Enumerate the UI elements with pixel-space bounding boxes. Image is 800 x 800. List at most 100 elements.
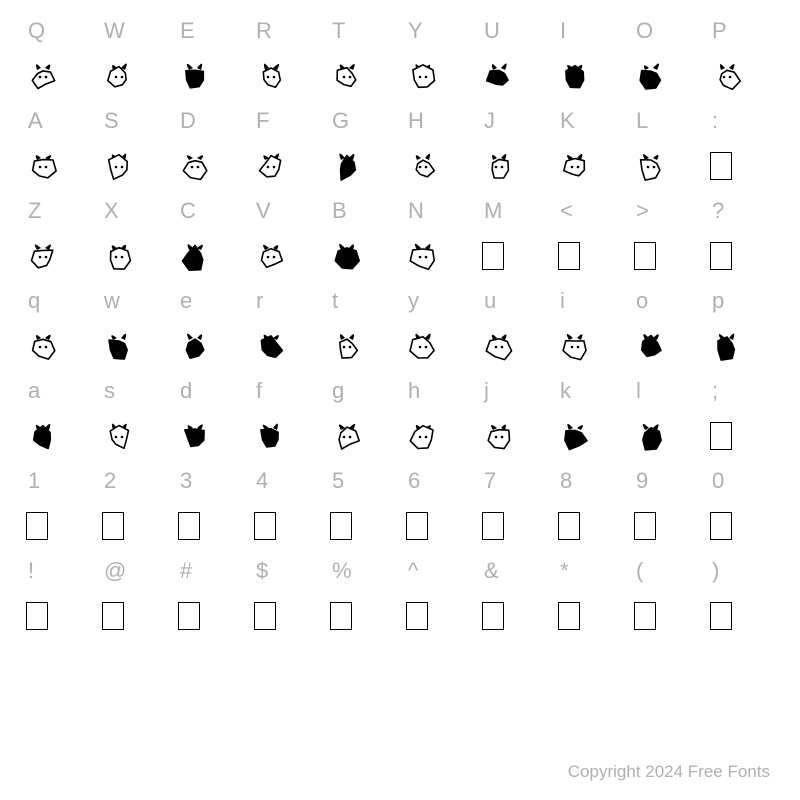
char-label-cell: W — [96, 8, 172, 53]
glyph-cell[interactable] — [552, 323, 628, 368]
glyph-cell[interactable] — [400, 593, 476, 638]
glyph-cell[interactable] — [400, 143, 476, 188]
glyph-cell[interactable] — [248, 143, 324, 188]
char-label-cell: 9 — [628, 458, 704, 503]
glyph-cell[interactable] — [400, 413, 476, 458]
char-label: > — [636, 198, 649, 224]
char-label: * — [560, 558, 569, 584]
glyph-cell[interactable] — [96, 413, 172, 458]
glyph-cell[interactable] — [552, 233, 628, 278]
glyph-cell[interactable] — [96, 143, 172, 188]
char-label: # — [180, 558, 192, 584]
glyph-cell[interactable] — [20, 233, 96, 278]
glyph-cell[interactable] — [324, 53, 400, 98]
glyph-cell[interactable] — [20, 143, 96, 188]
char-label: $ — [256, 558, 268, 584]
glyph-cell[interactable] — [476, 503, 552, 548]
glyph-cell[interactable] — [20, 593, 96, 638]
char-label-cell: @ — [96, 548, 172, 593]
char-label: k — [560, 378, 571, 404]
glyph-cell[interactable] — [248, 413, 324, 458]
glyph-cell[interactable] — [704, 53, 780, 98]
glyph-cell[interactable] — [628, 143, 704, 188]
glyph-cell[interactable] — [248, 233, 324, 278]
cartoon-head-bow-icon — [102, 59, 136, 93]
glyph-cell[interactable] — [324, 143, 400, 188]
glyph-cell[interactable] — [552, 143, 628, 188]
char-label: F — [256, 108, 269, 134]
cartoon-head-clown-icon — [178, 239, 212, 273]
char-label-cell: a — [20, 368, 96, 413]
glyph-cell[interactable] — [704, 323, 780, 368]
char-label-cell: Z — [20, 188, 96, 233]
glyph-cell[interactable] — [704, 593, 780, 638]
glyph-cell[interactable] — [552, 53, 628, 98]
glyph-cell[interactable] — [324, 503, 400, 548]
glyph-cell[interactable] — [172, 593, 248, 638]
glyph-cell[interactable] — [400, 233, 476, 278]
glyph-cell[interactable] — [628, 503, 704, 548]
char-label: C — [180, 198, 196, 224]
glyph-cell[interactable] — [96, 53, 172, 98]
glyph-cell[interactable] — [248, 503, 324, 548]
glyph-cell[interactable] — [248, 593, 324, 638]
cartoon-dog-long-icon — [710, 329, 744, 363]
glyph-cell[interactable] — [628, 323, 704, 368]
char-label: 1 — [28, 468, 40, 494]
glyph-cell[interactable] — [172, 323, 248, 368]
glyph-cell[interactable] — [476, 143, 552, 188]
glyph-cell[interactable] — [96, 503, 172, 548]
glyph-cell[interactable] — [248, 53, 324, 98]
glyph-cell[interactable] — [172, 53, 248, 98]
char-label: 7 — [484, 468, 496, 494]
glyph-cell[interactable] — [704, 233, 780, 278]
missing-glyph-box-icon — [634, 602, 656, 630]
glyph-cell[interactable] — [172, 413, 248, 458]
glyph-cell[interactable] — [248, 323, 324, 368]
char-label-cell: 1 — [20, 458, 96, 503]
glyph-cell[interactable] — [628, 593, 704, 638]
char-label-cell: T — [324, 8, 400, 53]
glyph-cell[interactable] — [704, 503, 780, 548]
glyph-cell[interactable] — [96, 233, 172, 278]
glyph-cell[interactable] — [400, 503, 476, 548]
glyph-cell[interactable] — [400, 53, 476, 98]
missing-glyph-box-icon — [330, 602, 352, 630]
char-label: w — [104, 288, 120, 314]
cartoon-head-fred-icon — [254, 149, 288, 183]
glyph-cell[interactable] — [324, 593, 400, 638]
glyph-cell[interactable] — [20, 503, 96, 548]
glyph-cell[interactable] — [476, 233, 552, 278]
glyph-cell[interactable] — [172, 503, 248, 548]
glyph-cell[interactable] — [476, 53, 552, 98]
char-label-cell: ^ — [400, 548, 476, 593]
glyph-cell[interactable] — [552, 413, 628, 458]
char-label: X — [104, 198, 119, 224]
char-label: 0 — [712, 468, 724, 494]
glyph-cell[interactable] — [628, 53, 704, 98]
glyph-cell[interactable] — [704, 413, 780, 458]
glyph-cell[interactable] — [476, 413, 552, 458]
char-label: f — [256, 378, 262, 404]
glyph-cell[interactable] — [628, 413, 704, 458]
glyph-cell[interactable] — [20, 323, 96, 368]
glyph-cell[interactable] — [20, 413, 96, 458]
glyph-cell[interactable] — [172, 143, 248, 188]
glyph-cell[interactable] — [552, 593, 628, 638]
glyph-cell[interactable] — [96, 593, 172, 638]
glyph-cell[interactable] — [324, 413, 400, 458]
glyph-cell[interactable] — [704, 143, 780, 188]
char-label-cell: ) — [704, 548, 780, 593]
glyph-cell[interactable] — [628, 233, 704, 278]
glyph-cell[interactable] — [552, 503, 628, 548]
glyph-cell[interactable] — [172, 233, 248, 278]
glyph-cell[interactable] — [324, 233, 400, 278]
missing-glyph-box-icon — [26, 512, 48, 540]
glyph-cell[interactable] — [20, 53, 96, 98]
glyph-cell[interactable] — [400, 323, 476, 368]
glyph-cell[interactable] — [96, 323, 172, 368]
glyph-cell[interactable] — [324, 323, 400, 368]
char-label-cell: i — [552, 278, 628, 323]
glyph-cell[interactable] — [476, 323, 552, 368]
glyph-cell[interactable] — [476, 593, 552, 638]
